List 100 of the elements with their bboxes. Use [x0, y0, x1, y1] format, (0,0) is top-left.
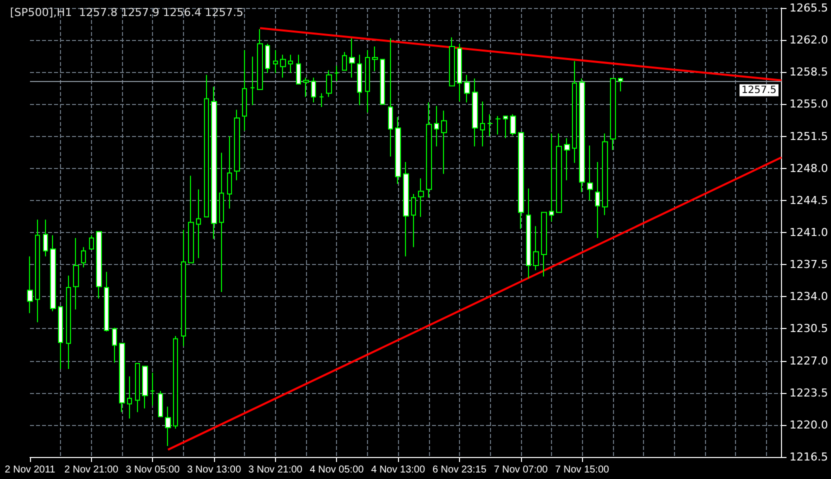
candlestick: [81, 246, 86, 268]
candlestick: [556, 133, 562, 213]
candlestick: [35, 219, 40, 323]
candlestick: [365, 50, 370, 113]
candlestick: [380, 58, 385, 105]
candlestick: [50, 234, 56, 312]
candlestick: [434, 106, 439, 147]
candlestick: [96, 231, 102, 299]
candlestick: [595, 161, 600, 238]
candlestick: [142, 366, 148, 409]
x-tick-label: 4 Nov 13:00: [371, 464, 426, 476]
candlestick: [602, 133, 608, 216]
candlestick: [227, 136, 232, 210]
candlestick: [250, 56, 255, 106]
candlestick: [158, 390, 163, 418]
candlestick: [58, 306, 63, 370]
x-tick-label: 6 Nov 23:15: [432, 464, 487, 476]
candlestick: [610, 78, 616, 151]
y-tick-label: 1241.0: [790, 226, 828, 239]
y-tick-label: 1220.0: [790, 418, 828, 432]
candlestick: [196, 188, 201, 259]
candlestick: [288, 54, 293, 74]
candlestick: [349, 38, 355, 78]
candlestick: [242, 50, 247, 132]
candlestick: [342, 51, 347, 71]
candlestick: [257, 28, 263, 90]
candlestick: [165, 406, 171, 447]
candlestick: [418, 178, 424, 218]
candlestick: [66, 275, 71, 370]
x-tick-label: 3 Nov 21:00: [248, 464, 303, 476]
chart-title: [SP500],H1 1257.8 1257.9 1256.4 1257.5: [10, 6, 244, 19]
candlestick: [188, 175, 194, 264]
y-tick-label: 1237.5: [790, 258, 828, 272]
candlestick: [372, 46, 378, 72]
candlestick: [587, 144, 593, 201]
candlestick: [472, 78, 478, 147]
candlestick: [104, 271, 109, 332]
candlestick: [181, 229, 186, 347]
candlestick: [579, 78, 585, 193]
candlestick: [334, 65, 339, 82]
candlestick: [119, 342, 125, 413]
candlestick: [127, 376, 132, 420]
candlestick: [441, 110, 447, 174]
y-tick-label: 1262.0: [790, 34, 828, 47]
candlestick: [311, 77, 316, 103]
y-tick-label: 1234.0: [790, 290, 828, 304]
candlestick: [487, 114, 493, 137]
candlestick: [480, 100, 485, 147]
candlestick: [518, 132, 524, 230]
x-tick-label: 2 Nov 2011: [4, 464, 56, 476]
y-tick-label: 1258.5: [790, 66, 828, 79]
candlestick: [27, 256, 33, 314]
candlestick: [403, 161, 409, 257]
candlestick: [510, 114, 516, 136]
candlestick: [234, 109, 240, 181]
candlestick: [173, 336, 178, 430]
candlestick: [265, 43, 270, 74]
x-tick-label: 7 Nov 15:00: [555, 464, 610, 476]
candlestick: [73, 238, 79, 310]
candlestick: [411, 194, 416, 248]
y-tick-label: 1230.5: [790, 322, 828, 336]
y-tick-label: 1223.5: [790, 386, 828, 400]
candlestick: [89, 234, 94, 250]
candlestick: [495, 116, 501, 135]
candlestick: [204, 74, 209, 218]
y-tick-label: 1216.5: [790, 450, 828, 464]
candlestick: [112, 327, 117, 364]
candlestick: [388, 38, 393, 157]
candlestick: [280, 54, 286, 78]
candlestick: [395, 116, 401, 184]
candlestick: [457, 43, 462, 102]
candlestick: [449, 36, 455, 86]
y-tick-label: 1265.5: [790, 2, 828, 14]
candlestick: [503, 116, 508, 139]
candlestick: [618, 77, 623, 92]
candlestick: [564, 138, 570, 181]
y-tick-label: 1244.5: [790, 194, 828, 207]
x-tick-label: 7 Nov 07:00: [494, 464, 548, 476]
x-tick-label: 4 Nov 05:00: [310, 464, 364, 476]
candlestick: [296, 54, 301, 85]
candlestick: [426, 102, 432, 198]
x-tick-label: 3 Nov 05:00: [126, 464, 180, 476]
ref-line-label: 1257.5: [742, 84, 777, 96]
candlestick: [319, 92, 324, 108]
x-tick-label: 2 Nov 21:00: [64, 464, 119, 476]
candlestick: [464, 74, 470, 103]
candlestick: [357, 54, 362, 106]
x-tick-label: 3 Nov 13:00: [187, 464, 242, 476]
candlestick: [303, 77, 309, 98]
candlestick: [526, 188, 531, 279]
candlestick: [572, 60, 577, 164]
candlestick: [135, 363, 140, 413]
y-tick-label: 1248.0: [790, 162, 828, 175]
y-tick-label: 1251.5: [790, 130, 828, 143]
candlestick: [219, 152, 224, 293]
candlestick: [43, 219, 48, 257]
candlestick: [533, 226, 539, 271]
candlestick: [326, 70, 332, 98]
y-tick-label: 1227.0: [790, 354, 828, 368]
candlestick: [273, 50, 278, 74]
